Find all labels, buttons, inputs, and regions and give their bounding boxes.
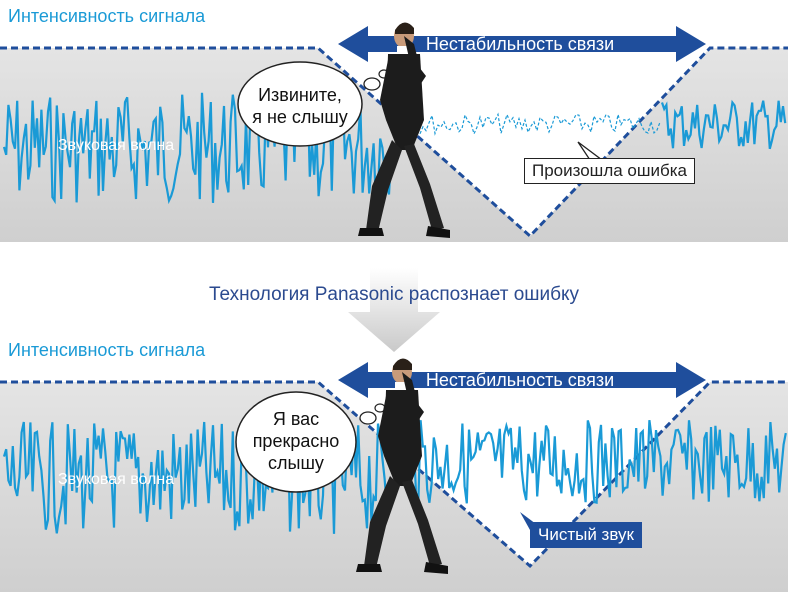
instability-label: Нестабильность связи	[425, 34, 615, 54]
speech-bubble-bottom	[235, 391, 386, 493]
down-arrow	[348, 268, 440, 352]
speech-line: Извините,	[258, 85, 342, 105]
speech-line: слышу	[268, 453, 324, 473]
speech-line: Я вас	[272, 409, 320, 429]
speech-line: я не слышу	[252, 107, 348, 127]
instability-label-2: Нестабильность связи	[425, 370, 615, 390]
signal-strength-label: Интенсивность сигнала	[8, 6, 206, 26]
speech-bubble-text: Извините, я не слышу	[244, 84, 356, 128]
clear-sound-note: Чистый звук	[530, 522, 642, 548]
speech-bubble-top	[237, 61, 390, 147]
instability-arrow-top	[338, 26, 706, 62]
sound-wave-label: Звуковая волна	[58, 137, 175, 154]
speech-bubble-text-2: Я вас прекрасно слышу	[240, 408, 352, 474]
speech-line: прекрасно	[252, 431, 340, 451]
transition-label: Технология Panasonic распознает ошибку	[208, 284, 580, 305]
signal-strength-label-2: Интенсивность сигнала	[8, 340, 206, 360]
sound-wave-label-2: Звуковая волна	[58, 471, 175, 488]
walking-man-figure	[358, 22, 450, 238]
error-note: Произошла ошибка	[524, 158, 696, 184]
signal-outline-top	[0, 46, 788, 239]
signal-outline-bottom	[0, 380, 788, 569]
instability-arrow-bottom	[338, 362, 706, 398]
